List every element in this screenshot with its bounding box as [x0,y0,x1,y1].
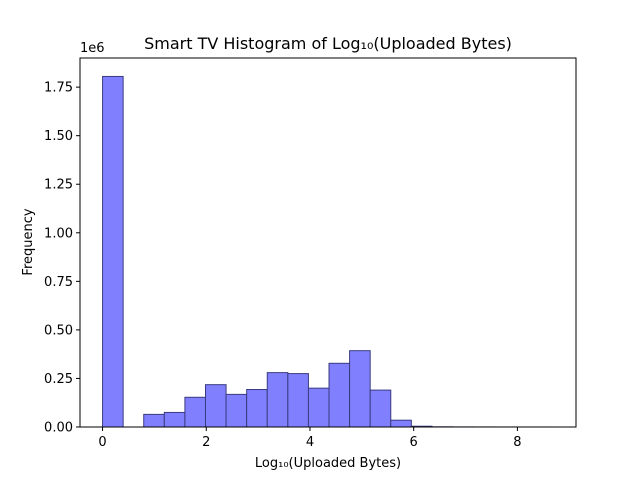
x-tick-label: 8 [513,435,521,450]
histogram-bar [225,393,248,428]
y-tick-label: 1.75 [44,81,73,96]
y-tick-label: 1.00 [44,226,73,241]
y-tick-label: 1.25 [44,178,73,193]
y-tick-label: 0.50 [44,323,73,338]
histogram-bar [163,411,186,428]
histogram-bar [390,419,412,428]
y-tick-label: 0.75 [44,275,73,290]
x-axis-ticks: 0 2 4 6 8 [98,427,522,450]
histogram-bars [102,75,556,428]
histogram-bar [369,389,392,428]
histogram-bar [287,373,309,428]
y-axis-label: Frequency [21,208,36,275]
histogram-bar [246,389,268,428]
y-tick-label: 1.50 [44,129,73,144]
y-tick-label: 0.00 [44,421,73,436]
x-tick-label: 6 [410,435,418,450]
histogram-bar [184,396,206,428]
histogram-bar [307,387,330,428]
plot-frame [79,57,577,428]
histogram-bar [328,362,351,428]
histogram-bar [143,413,165,428]
histogram-bar [266,372,289,428]
histogram-bar [102,75,124,428]
x-tick-label: 0 [98,435,106,450]
x-axis-label: Log₁₀(Uploaded Bytes) [255,456,401,471]
y-offset-label: 1e6 [80,41,105,56]
x-tick-label: 4 [306,435,314,450]
x-tick-label: 2 [202,435,210,450]
y-tick-label: 0.25 [44,372,73,387]
chart-title: Smart TV Histogram of Log₁₀(Uploaded Byt… [144,34,512,53]
histogram-bar [204,384,227,428]
histogram-bar [349,350,371,428]
y-axis-ticks: 0.00 0.25 0.50 0.75 1.00 1.25 1.50 1.75 [44,81,80,436]
